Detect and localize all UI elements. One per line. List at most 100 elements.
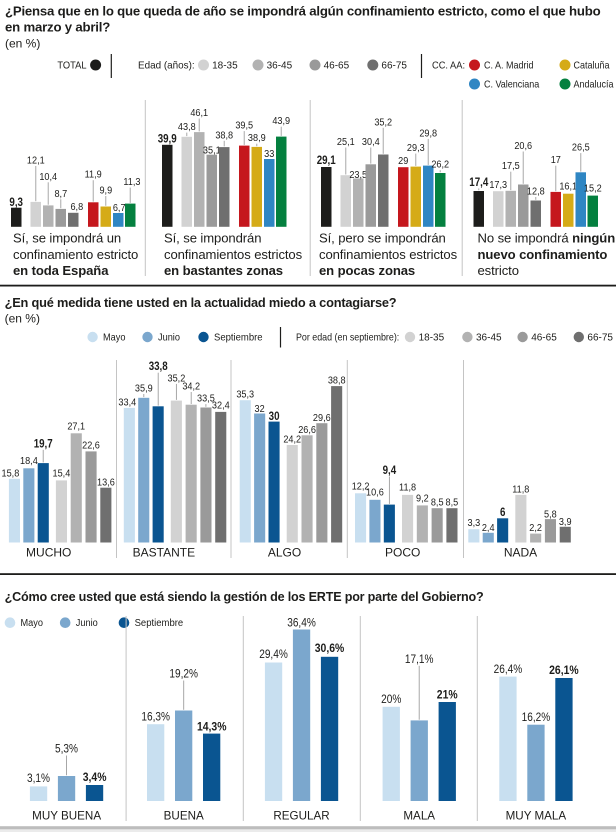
svg-text:39,5: 39,5 <box>235 120 253 132</box>
svg-text:confinamiento estricto: confinamiento estricto <box>13 247 138 262</box>
svg-text:11,9: 11,9 <box>85 169 102 181</box>
svg-text:9,9: 9,9 <box>99 185 112 197</box>
svg-text:26,6: 26,6 <box>298 424 316 436</box>
svg-text:NADA: NADA <box>504 546 537 560</box>
svg-text:46-65: 46-65 <box>531 333 557 344</box>
svg-text:35,3: 35,3 <box>236 389 254 401</box>
svg-text:9,4: 9,4 <box>383 464 397 477</box>
svg-text:18,4: 18,4 <box>20 455 38 467</box>
svg-text:35,2: 35,2 <box>374 117 392 129</box>
svg-text:13,6: 13,6 <box>97 477 115 489</box>
svg-text:en bastantes zonas: en bastantes zonas <box>164 263 283 278</box>
svg-text:en marzo y abril?: en marzo y abril? <box>5 20 110 35</box>
svg-text:19,2%: 19,2% <box>169 668 198 681</box>
svg-text:Cataluña: Cataluña <box>574 60 611 72</box>
svg-text:estricto: estricto <box>478 263 519 278</box>
svg-text:17,3: 17,3 <box>489 179 507 191</box>
svg-text:17,1%: 17,1% <box>405 653 434 666</box>
svg-text:30,4: 30,4 <box>362 136 380 148</box>
svg-text:16,1: 16,1 <box>559 181 577 193</box>
svg-text:12,1: 12,1 <box>27 155 45 167</box>
svg-text:6,8: 6,8 <box>70 201 83 213</box>
svg-text:38,9: 38,9 <box>248 133 266 145</box>
svg-text:Sí, se impondrán: Sí, se impondrán <box>164 231 261 246</box>
svg-text:35,9: 35,9 <box>135 383 153 395</box>
svg-text:20%: 20% <box>381 693 401 706</box>
svg-text:23,5: 23,5 <box>349 169 367 181</box>
svg-text:Septiembre: Septiembre <box>214 332 263 343</box>
svg-text:29,3: 29,3 <box>407 143 425 155</box>
svg-text:29,1: 29,1 <box>317 155 336 168</box>
svg-text:22,6: 22,6 <box>82 440 100 452</box>
svg-text:MUCHO: MUCHO <box>26 546 71 560</box>
svg-text:5,8: 5,8 <box>544 509 557 521</box>
svg-text:35,1: 35,1 <box>203 145 221 157</box>
svg-text:43,9: 43,9 <box>272 116 290 128</box>
svg-text:POCO: POCO <box>385 546 420 560</box>
svg-text:nuevo confinamiento: nuevo confinamiento <box>478 247 608 262</box>
svg-text:BASTANTE: BASTANTE <box>133 546 195 560</box>
svg-text:en pocas zonas: en pocas zonas <box>319 263 415 278</box>
svg-text:Mayo: Mayo <box>21 618 43 629</box>
svg-text:33,4: 33,4 <box>118 397 136 409</box>
svg-text:17,5: 17,5 <box>502 161 520 173</box>
svg-text:No se impondrá ningún: No se impondrá ningún <box>478 231 616 246</box>
svg-text:CC. AA:: CC. AA: <box>432 60 465 71</box>
svg-text:Edad (años):: Edad (años): <box>138 60 195 71</box>
svg-text:12,2: 12,2 <box>352 481 370 493</box>
svg-text:33,5: 33,5 <box>197 393 215 405</box>
svg-text:MUY BUENA: MUY BUENA <box>32 808 101 822</box>
svg-text:26,5: 26,5 <box>572 142 590 154</box>
svg-text:17,4: 17,4 <box>469 176 488 189</box>
svg-text:REGULAR: REGULAR <box>273 808 329 822</box>
svg-text:¿Piensa que en lo que queda de: ¿Piensa que en lo que queda de año se im… <box>5 4 601 19</box>
svg-text:3,4%: 3,4% <box>83 771 107 784</box>
svg-text:26,4%: 26,4% <box>494 663 523 676</box>
svg-text:BUENA: BUENA <box>164 808 204 822</box>
svg-text:16,3%: 16,3% <box>141 711 170 724</box>
svg-text:Junio: Junio <box>158 332 180 343</box>
svg-text:9,3: 9,3 <box>9 196 23 209</box>
svg-text:10,4: 10,4 <box>39 171 57 183</box>
svg-text:3,9: 3,9 <box>559 516 572 528</box>
svg-text:TOTAL: TOTAL <box>57 60 87 71</box>
svg-text:Septiembre: Septiembre <box>135 618 184 629</box>
svg-text:46-65: 46-65 <box>324 60 350 71</box>
svg-text:19,7: 19,7 <box>34 438 53 451</box>
svg-text:32,4: 32,4 <box>212 400 230 412</box>
svg-text:10,6: 10,6 <box>366 487 384 499</box>
svg-text:66-75: 66-75 <box>381 60 407 71</box>
svg-text:24,2: 24,2 <box>283 434 301 446</box>
svg-text:39,9: 39,9 <box>158 133 177 146</box>
svg-text:20,6: 20,6 <box>514 140 532 152</box>
svg-text:35,2: 35,2 <box>168 373 186 385</box>
svg-text:38,8: 38,8 <box>328 375 346 387</box>
svg-text:8,5: 8,5 <box>431 497 444 509</box>
svg-text:66-75: 66-75 <box>587 333 613 344</box>
svg-text:15,4: 15,4 <box>53 468 71 480</box>
svg-text:33: 33 <box>264 148 275 160</box>
svg-text:32: 32 <box>255 403 265 415</box>
svg-text:en toda España: en toda España <box>13 263 109 278</box>
svg-text:26,1%: 26,1% <box>549 664 579 677</box>
svg-text:36-45: 36-45 <box>267 60 293 71</box>
svg-text:2,2: 2,2 <box>529 522 542 534</box>
svg-text:25,1: 25,1 <box>337 136 355 148</box>
svg-text:29,8: 29,8 <box>419 128 437 140</box>
svg-text:36-45: 36-45 <box>476 333 502 344</box>
svg-text:9,2: 9,2 <box>416 493 429 505</box>
svg-text:C. A. Madrid: C. A. Madrid <box>484 60 533 72</box>
svg-text:3,1%: 3,1% <box>27 772 50 785</box>
svg-text:Sí, se impondrá un: Sí, se impondrá un <box>13 231 121 246</box>
svg-text:16,2%: 16,2% <box>522 711 551 724</box>
svg-text:11,8: 11,8 <box>399 482 417 494</box>
svg-text:Junio: Junio <box>76 618 98 629</box>
svg-text:21%: 21% <box>437 689 458 702</box>
svg-text:confinamientos estrictos: confinamientos estrictos <box>319 247 458 262</box>
svg-text:29,6: 29,6 <box>313 412 331 424</box>
svg-text:6,7: 6,7 <box>113 202 126 214</box>
svg-text:38,8: 38,8 <box>215 130 233 142</box>
svg-text:Andalucía: Andalucía <box>574 79 615 91</box>
svg-text:MUY MALA: MUY MALA <box>506 808 567 822</box>
svg-text:17: 17 <box>551 155 561 167</box>
